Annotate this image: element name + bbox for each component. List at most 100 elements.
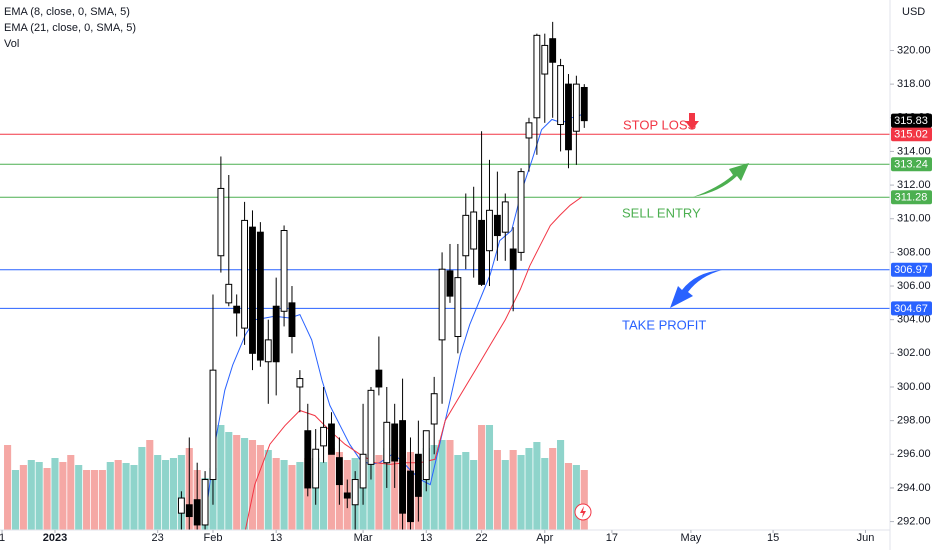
y-tick-label: 304.00 (897, 314, 931, 326)
volume-bar (169, 458, 178, 530)
x-tick-label: 13 (420, 532, 432, 544)
candle-body (375, 369, 383, 388)
candle-body (383, 421, 391, 464)
volume-bar (98, 470, 106, 530)
candle-body (209, 369, 217, 481)
candle-body (430, 393, 438, 425)
volume-bar (438, 440, 446, 530)
volume-bar (19, 465, 27, 530)
candle-body (501, 201, 509, 233)
price-label: 306.97 (894, 264, 928, 276)
y-tick-label: 300.00 (897, 381, 931, 393)
price-label: 304.67 (894, 303, 928, 315)
event-icon-bolt (580, 506, 586, 518)
y-tick-label: 320.00 (897, 44, 931, 56)
candle-body (493, 214, 501, 237)
y-tick-label: 312.00 (897, 179, 931, 191)
x-tick-label: Mar (354, 532, 373, 544)
volume-bar (501, 460, 509, 530)
volume-bar (146, 440, 154, 530)
candle-body (264, 339, 272, 363)
candle-body (391, 423, 399, 462)
volume-bar (454, 455, 462, 530)
volume-bar (11, 470, 20, 530)
x-tick-label: 1 (0, 532, 5, 544)
volume-bar (130, 465, 138, 530)
candle-body (225, 283, 233, 304)
candle-body (533, 34, 541, 119)
y-tick-label: 292.00 (897, 515, 931, 527)
candle-body (249, 226, 256, 354)
volume-bar (122, 463, 130, 530)
x-tick-label: Jun (857, 532, 875, 544)
candle-body (217, 187, 225, 257)
volume-bar (320, 462, 328, 530)
y-tick-label: 296.00 (897, 448, 931, 460)
volume-bar (114, 460, 122, 530)
y-tick-label: 310.00 (897, 213, 931, 225)
volume-bar (154, 455, 162, 530)
volume-bar (327, 448, 336, 530)
x-tick-label: 17 (606, 532, 618, 544)
candle-body (185, 504, 193, 518)
arrow-profit (670, 270, 722, 308)
price-label-box (891, 262, 932, 277)
volume-bar (75, 465, 83, 530)
volume-bar (138, 447, 146, 530)
candle-body (549, 38, 557, 63)
volume-bar (517, 455, 525, 530)
candle-body (241, 219, 249, 329)
y-tick-label: 298.00 (897, 415, 931, 427)
volume-bar (446, 440, 454, 530)
candle-body (233, 305, 241, 314)
candle-body (320, 426, 328, 447)
price-label: 315.02 (894, 129, 928, 141)
candle-body (351, 479, 359, 506)
y-tick-label: 314.00 (897, 145, 931, 157)
x-tick-label: 2023 (43, 532, 67, 544)
price-label: 311.28 (895, 192, 928, 204)
volume-bar (43, 468, 51, 530)
annotation: SELL ENTRY (622, 205, 701, 220)
volume-bar (383, 448, 391, 530)
candle-body (557, 65, 564, 126)
volume-bar (509, 450, 517, 530)
annotation: TAKE PROFIT (622, 317, 706, 332)
candle-body (438, 268, 446, 341)
volume-bar (541, 458, 549, 530)
volume-bar (375, 455, 383, 530)
volume-bar (35, 462, 43, 530)
candle-body (256, 231, 264, 361)
volume-bar (241, 438, 249, 530)
candle-body (580, 86, 588, 122)
volume-bar (256, 445, 264, 530)
volume-bar (162, 460, 170, 530)
candle-body (343, 492, 351, 499)
volume-bar (564, 463, 573, 530)
volume-bar (280, 460, 288, 530)
volume-bar (67, 455, 75, 530)
volume-bar (59, 462, 67, 530)
candle-body (478, 219, 485, 285)
x-tick-label: Feb (203, 532, 222, 544)
volume-bar (533, 442, 541, 530)
arrow-down (685, 113, 699, 130)
y-tick-label: 306.00 (897, 280, 931, 292)
candle-body (304, 430, 312, 489)
volume-bar (248, 440, 257, 530)
candle-body (572, 83, 580, 132)
x-tick-label: May (681, 532, 702, 544)
candle-body (328, 423, 335, 455)
volume-bar (525, 448, 533, 530)
volume-bar (580, 470, 588, 530)
price-label-box (891, 127, 932, 142)
volume-bar (272, 458, 280, 530)
candle-body (335, 457, 343, 486)
candle-body (422, 430, 430, 481)
indicator-label: EMA (8, close, 0, SMA, 5) (4, 6, 130, 18)
plot-area (0, 21, 890, 530)
volume-bar (296, 462, 304, 530)
volume-bar (217, 425, 225, 530)
volume-bar (572, 465, 580, 530)
